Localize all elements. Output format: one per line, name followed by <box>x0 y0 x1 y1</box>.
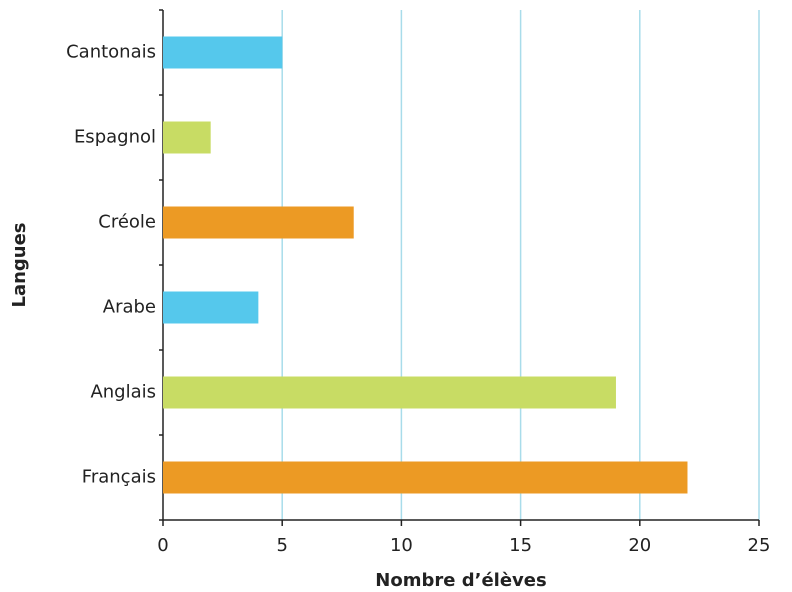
y-tick-label: Espagnol <box>74 127 156 148</box>
bar <box>163 121 211 154</box>
x-tick-label: 25 <box>748 535 771 556</box>
bar <box>163 376 616 409</box>
y-tick-label: Créole <box>98 212 156 233</box>
y-tick-label: Français <box>82 467 156 488</box>
bar <box>163 461 688 494</box>
y-tick-label: Cantonais <box>66 42 156 63</box>
x-tick-label: 10 <box>390 535 413 556</box>
y-tick-label: Arabe <box>103 297 156 318</box>
x-tick-label: 0 <box>157 535 168 556</box>
bar <box>163 206 354 239</box>
y-axis-title: Langues <box>9 222 30 307</box>
x-tick-label: 20 <box>628 535 651 556</box>
x-tick-label: 15 <box>509 535 532 556</box>
x-tick-label: 5 <box>276 535 287 556</box>
x-axis-title: Nombre d’élèves <box>375 570 546 591</box>
bar <box>163 36 283 69</box>
y-tick-label: Anglais <box>90 382 156 403</box>
bar <box>163 291 259 324</box>
